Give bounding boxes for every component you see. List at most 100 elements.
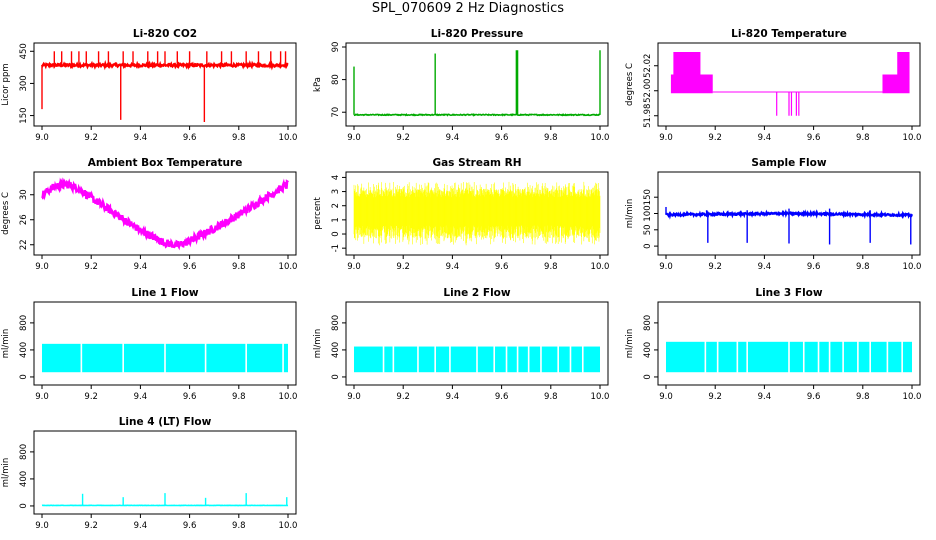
y-tick-label: 400 (643, 342, 653, 358)
y-tick-label: 100 (643, 205, 653, 221)
x-tick-label: 9.8 (856, 133, 870, 143)
x-tick-label: 9.8 (544, 133, 558, 143)
band-mark (882, 74, 910, 94)
chart-4: Gas Stream RH percent 9.0 9.2 9.4 9.6 9.8 10.0 -… (313, 157, 609, 272)
x-tick-label: 9.2 (708, 262, 722, 272)
plot-frame (345, 301, 609, 386)
x-tick-label: 9.6 (183, 392, 197, 402)
x-tick-label: 9.2 (396, 392, 410, 402)
chart-data-marks (353, 50, 601, 117)
x-tick-label: 9.4 (446, 392, 460, 402)
plot-frame (657, 301, 921, 386)
y-tick-label: 800 (19, 315, 29, 331)
y-tick-label: 0 (19, 503, 29, 508)
y-tick-label: 3 (331, 189, 341, 194)
x-tick-label: 9.4 (134, 392, 148, 402)
x-tick-label: 9.0 (35, 262, 49, 272)
x-tick-label: 9.4 (446, 133, 460, 143)
y-tick-label: 400 (19, 471, 29, 487)
plot-frame (33, 171, 297, 256)
y-axis-label: ml/min (1, 458, 11, 488)
x-tick-label: 9.2 (396, 133, 410, 143)
x-tick-label: 9.2 (84, 133, 98, 143)
x-tick-label: 10.0 (591, 133, 610, 143)
x-tick-label: 9.6 (807, 262, 821, 272)
x-tick-label: 9.2 (708, 392, 722, 402)
y-tick-label: 0 (331, 374, 341, 379)
x-tick-label: 9.0 (35, 133, 49, 143)
y-tick-label: 0 (331, 231, 341, 236)
chart-title: Line 1 Flow (131, 287, 198, 299)
x-tick-label: 9.6 (495, 392, 509, 402)
y-tick-label: 800 (331, 315, 341, 331)
chart-data-marks (666, 340, 912, 374)
y-axis-label: degrees C (1, 192, 11, 235)
y-tick-label: 0 (643, 243, 653, 248)
chart-6: Line 1 Flow ml/min 9.0 9.2 9.4 9.6 9.8 10.0 0 400… (1, 287, 297, 402)
chart-7: Line 2 Flow ml/min 9.0 9.2 9.4 9.6 9.8 10.0 0 400… (313, 287, 609, 402)
x-tick-label: 10.0 (591, 392, 610, 402)
y-axis-label: ml/min (313, 329, 323, 359)
y-tick-label: 4 (331, 175, 341, 180)
x-tick-label: 9.0 (659, 133, 673, 143)
x-tick-label: 10.0 (591, 262, 610, 272)
x-tick-label: 9.6 (495, 133, 509, 143)
chart-data-marks (354, 345, 600, 374)
x-tick-label: 10.0 (903, 262, 922, 272)
chart-data-marks (353, 181, 601, 246)
y-axis-label: ml/min (625, 329, 635, 359)
chart-5: Sample Flow ml/min 9.0 9.2 9.4 9.6 9.8 10.0 0 50 1… (625, 157, 921, 272)
x-tick-label: 9.6 (183, 133, 197, 143)
x-tick-label: 9.8 (544, 262, 558, 272)
x-tick-label: 9.4 (446, 262, 460, 272)
y-tick-label: 150 (643, 189, 653, 205)
x-tick-label: 9.8 (232, 521, 246, 531)
y-tick-label: 1 (331, 217, 341, 222)
x-tick-label: 10.0 (279, 133, 298, 143)
y-tick-label: 80 (331, 74, 341, 85)
x-tick-label: 9.4 (758, 133, 772, 143)
x-tick-label: 9.0 (659, 262, 673, 272)
x-tick-label: 10.0 (903, 392, 922, 402)
x-tick-label: 9.8 (856, 262, 870, 272)
y-axis-label: Licor ppm (1, 63, 11, 105)
x-tick-label: 9.0 (35, 521, 49, 531)
y-tick-label: 70 (331, 107, 341, 118)
x-tick-label: 9.8 (232, 262, 246, 272)
band-mark (670, 74, 713, 94)
x-tick-label: 9.6 (807, 133, 821, 143)
x-tick-label: 10.0 (903, 133, 922, 143)
chart-data-marks (41, 493, 289, 507)
y-tick-label: 52.00 (643, 79, 653, 103)
series-line (41, 177, 289, 251)
chart-title: Line 2 Flow (443, 287, 510, 299)
x-tick-label: 9.2 (708, 133, 722, 143)
x-tick-label: 9.8 (856, 392, 870, 402)
series-line (353, 113, 601, 117)
x-tick-label: 9.2 (84, 521, 98, 531)
x-tick-label: 9.6 (807, 392, 821, 402)
x-tick-label: 9.4 (134, 521, 148, 531)
y-tick-label: 0 (19, 374, 29, 379)
chart-1: Li-820 Pressure kPa 9.0 9.2 9.4 9.6 9.8 10.0 70 8… (313, 28, 609, 143)
x-tick-label: 9.8 (232, 392, 246, 402)
y-tick-label: 800 (19, 444, 29, 460)
x-tick-label: 9.4 (134, 133, 148, 143)
x-tick-label: 9.4 (758, 262, 772, 272)
x-tick-label: 9.0 (35, 392, 49, 402)
x-tick-label: 10.0 (279, 392, 298, 402)
plot-frame (33, 430, 297, 515)
x-tick-label: 9.4 (758, 392, 772, 402)
y-tick-label: 800 (643, 315, 653, 331)
chart-title: Ambient Box Temperature (88, 157, 243, 169)
x-tick-label: 9.6 (495, 262, 509, 272)
chart-3: Ambient Box Temperature degrees C 9.0 9.2 9.… (1, 157, 297, 272)
y-tick-label: 450 (19, 43, 29, 59)
y-tick-label: 2 (331, 203, 341, 208)
plot-frame (345, 42, 609, 127)
chart-data-marks (665, 206, 914, 245)
x-tick-label: 9.8 (232, 133, 246, 143)
chart-data-marks (41, 51, 289, 122)
chart-8: Line 3 Flow ml/min 9.0 9.2 9.4 9.6 9.8 10.0 0 400… (625, 287, 921, 402)
